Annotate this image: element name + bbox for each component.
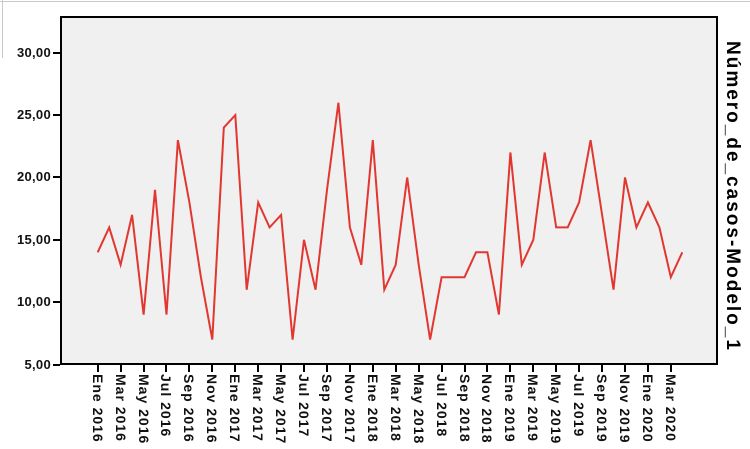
x-tick-label: Ene 2016: [90, 374, 106, 443]
x-tick-mark: [532, 365, 534, 372]
x-tick-label: May 2018: [411, 374, 427, 445]
y-tick-label: 30,00: [16, 45, 51, 60]
x-tick-label: Mar 2018: [388, 374, 404, 442]
x-tick-label: Nov 2017: [342, 374, 358, 444]
x-tick-mark: [188, 365, 190, 372]
x-tick-label: Ene 2020: [640, 374, 656, 443]
series-title-vertical: Número_de_casos-Modelo_1: [722, 41, 743, 352]
x-tick-mark: [349, 365, 351, 372]
x-tick-mark: [555, 365, 557, 372]
x-tick-label: Jul 2019: [571, 374, 587, 438]
y-tick-label: 10,00: [16, 294, 51, 309]
x-tick-label: Sep 2017: [319, 374, 335, 443]
x-tick-mark: [395, 365, 397, 372]
x-tick-mark: [486, 365, 488, 372]
x-tick-mark: [601, 365, 603, 372]
y-tick-mark: [53, 364, 60, 366]
x-tick-label: Ene 2018: [365, 374, 381, 443]
x-tick-mark: [509, 365, 511, 372]
cases-series-line: [96, 102, 684, 340]
x-tick-label: Mar 2019: [525, 374, 541, 442]
x-tick-label: May 2019: [548, 374, 564, 445]
x-tick-mark: [624, 365, 626, 372]
y-tick-mark: [53, 301, 60, 303]
x-tick-label: Jul 2018: [434, 374, 450, 438]
x-tick-mark: [97, 365, 99, 372]
x-tick-label: Sep 2016: [181, 374, 197, 443]
x-tick-label: Sep 2018: [457, 374, 473, 443]
x-tick-mark: [418, 365, 420, 372]
y-tick-mark: [53, 114, 60, 116]
x-tick-mark: [211, 365, 213, 372]
x-tick-label: May 2017: [273, 374, 289, 445]
y-tick-label: 15,00: [16, 232, 51, 247]
x-tick-label: Mar 2017: [250, 374, 266, 442]
plot-area: [60, 16, 718, 365]
x-tick-mark: [464, 365, 466, 372]
x-tick-label: Jul 2016: [158, 374, 174, 438]
x-tick-label: Sep 2019: [594, 374, 610, 443]
x-tick-mark: [234, 365, 236, 372]
x-tick-mark: [280, 365, 282, 372]
x-tick-label: Nov 2019: [617, 374, 633, 444]
x-tick-mark: [670, 365, 672, 372]
output-frame-left-border: [2, 0, 3, 58]
x-tick-mark: [165, 365, 167, 372]
x-tick-mark: [143, 365, 145, 372]
x-tick-label: Nov 2018: [479, 374, 495, 444]
output-frame-top-border: [0, 1, 750, 2]
x-tick-mark: [647, 365, 649, 372]
x-tick-mark: [578, 365, 580, 372]
y-tick-mark: [53, 52, 60, 54]
x-tick-label: Mar 2020: [663, 374, 679, 442]
x-tick-label: Ene 2017: [227, 374, 243, 443]
y-tick-label: 5,00: [24, 357, 51, 372]
x-tick-mark: [372, 365, 374, 372]
x-tick-label: Ene 2019: [502, 374, 518, 443]
x-tick-mark: [441, 365, 443, 372]
y-tick-mark: [53, 239, 60, 241]
x-tick-label: Nov 2016: [204, 374, 220, 444]
y-tick-mark: [53, 176, 60, 178]
y-tick-label: 25,00: [16, 107, 51, 122]
x-tick-mark: [257, 365, 259, 372]
x-tick-mark: [120, 365, 122, 372]
x-tick-label: Mar 2016: [113, 374, 129, 442]
x-tick-mark: [326, 365, 328, 372]
y-tick-label: 20,00: [16, 169, 51, 184]
x-tick-label: May 2016: [136, 374, 152, 445]
line-series-svg: [96, 102, 684, 340]
x-tick-mark: [303, 365, 305, 372]
x-tick-label: Jul 2017: [296, 374, 312, 438]
